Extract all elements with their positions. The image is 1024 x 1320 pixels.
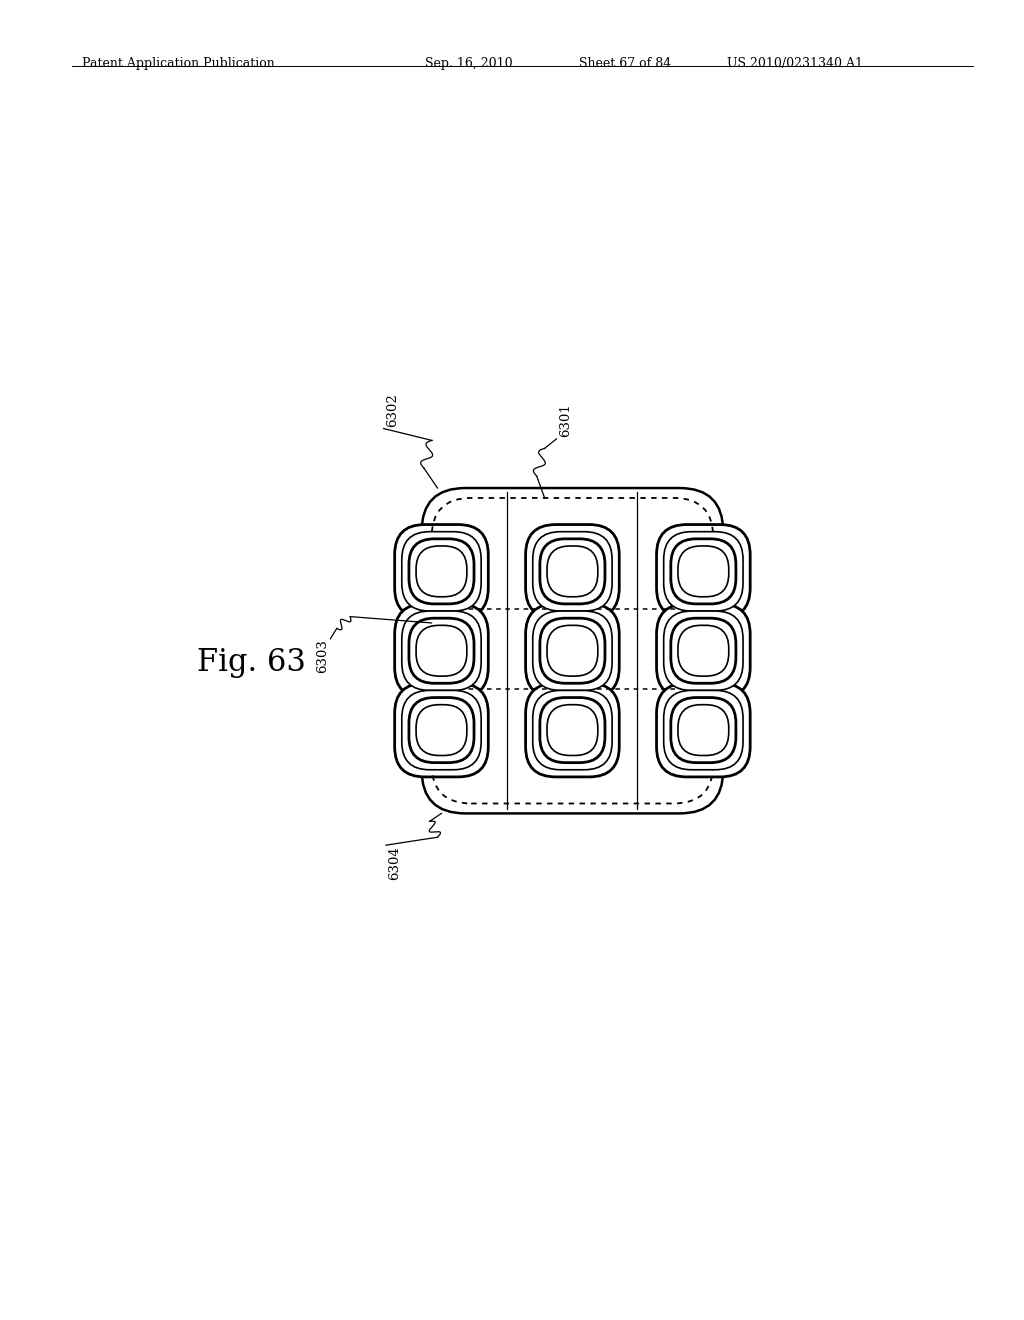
FancyBboxPatch shape	[416, 546, 467, 597]
FancyBboxPatch shape	[656, 684, 751, 777]
FancyBboxPatch shape	[687, 635, 720, 667]
Text: 6304: 6304	[388, 846, 401, 880]
FancyBboxPatch shape	[678, 546, 729, 597]
FancyBboxPatch shape	[401, 690, 481, 770]
Text: Fig. 63: Fig. 63	[197, 647, 305, 678]
FancyBboxPatch shape	[409, 539, 474, 605]
FancyBboxPatch shape	[525, 684, 620, 777]
FancyBboxPatch shape	[532, 611, 612, 690]
Text: Patent Application Publication: Patent Application Publication	[82, 57, 274, 70]
FancyBboxPatch shape	[394, 605, 488, 697]
Text: 6303: 6303	[315, 639, 329, 673]
FancyBboxPatch shape	[525, 605, 620, 697]
FancyBboxPatch shape	[656, 524, 751, 618]
FancyBboxPatch shape	[532, 532, 612, 611]
FancyBboxPatch shape	[687, 714, 720, 747]
FancyBboxPatch shape	[394, 684, 488, 777]
FancyBboxPatch shape	[547, 546, 598, 597]
FancyBboxPatch shape	[409, 618, 474, 684]
FancyBboxPatch shape	[525, 524, 620, 618]
Text: Sheet 67 of 84: Sheet 67 of 84	[579, 57, 671, 70]
FancyBboxPatch shape	[556, 714, 589, 747]
FancyBboxPatch shape	[422, 488, 723, 813]
FancyBboxPatch shape	[540, 697, 605, 763]
FancyBboxPatch shape	[664, 690, 743, 770]
FancyBboxPatch shape	[401, 532, 481, 611]
Text: 6302: 6302	[386, 393, 399, 426]
Text: 6301: 6301	[559, 404, 572, 437]
Text: US 2010/0231340 A1: US 2010/0231340 A1	[727, 57, 863, 70]
FancyBboxPatch shape	[425, 635, 458, 667]
FancyBboxPatch shape	[416, 626, 467, 676]
FancyBboxPatch shape	[671, 618, 736, 684]
FancyBboxPatch shape	[401, 611, 481, 690]
FancyBboxPatch shape	[532, 690, 612, 770]
FancyBboxPatch shape	[547, 626, 598, 676]
FancyBboxPatch shape	[425, 554, 458, 587]
FancyBboxPatch shape	[556, 554, 589, 587]
FancyBboxPatch shape	[425, 714, 458, 747]
FancyBboxPatch shape	[664, 611, 743, 690]
FancyBboxPatch shape	[664, 532, 743, 611]
FancyBboxPatch shape	[656, 605, 751, 697]
FancyBboxPatch shape	[671, 539, 736, 605]
FancyBboxPatch shape	[547, 705, 598, 755]
FancyBboxPatch shape	[678, 626, 729, 676]
Text: Sep. 16, 2010: Sep. 16, 2010	[425, 57, 513, 70]
FancyBboxPatch shape	[409, 697, 474, 763]
FancyBboxPatch shape	[394, 524, 488, 618]
FancyBboxPatch shape	[678, 705, 729, 755]
FancyBboxPatch shape	[540, 618, 605, 684]
FancyBboxPatch shape	[416, 705, 467, 755]
FancyBboxPatch shape	[540, 539, 605, 605]
FancyBboxPatch shape	[556, 635, 589, 667]
FancyBboxPatch shape	[687, 554, 720, 587]
FancyBboxPatch shape	[671, 697, 736, 763]
